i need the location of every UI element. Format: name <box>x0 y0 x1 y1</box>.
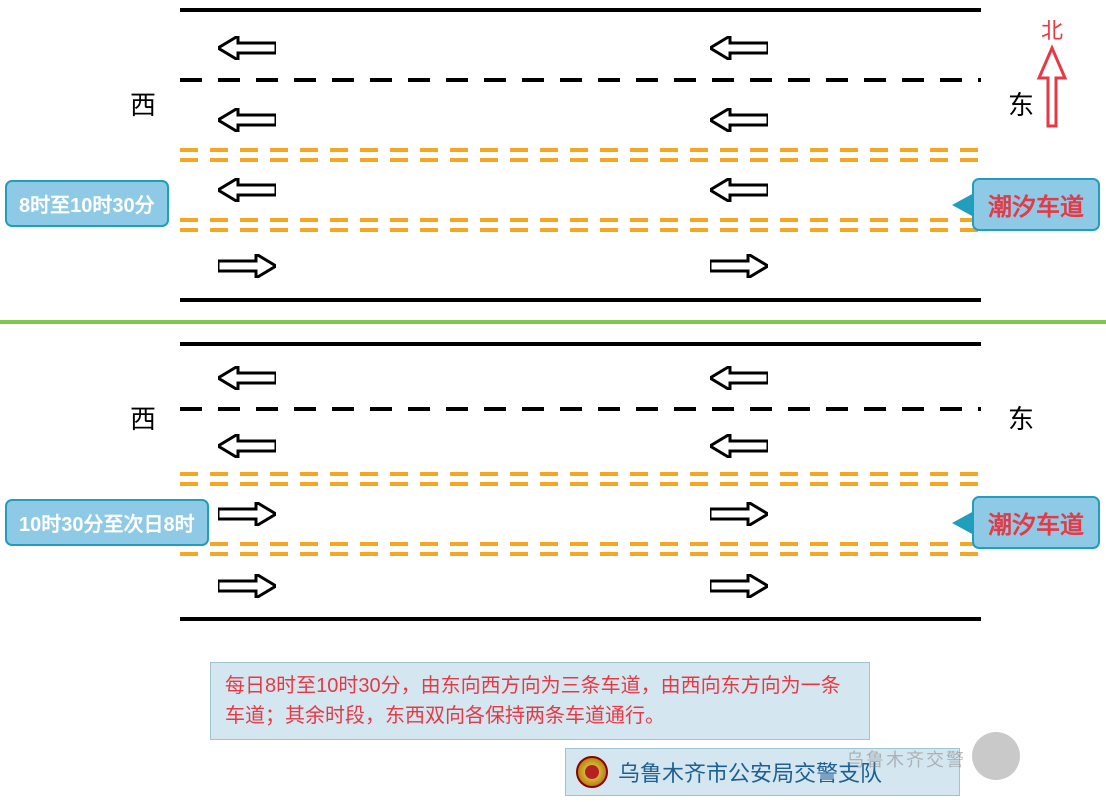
arrow-right-icon <box>218 574 276 598</box>
label-west: 西 <box>130 85 156 122</box>
arrow-left-icon <box>218 434 276 458</box>
arrow-left-icon <box>710 108 768 132</box>
road-edge-bottom <box>180 298 981 302</box>
arrow-right-icon <box>218 254 276 278</box>
arrow-right-icon <box>710 574 768 598</box>
arrow-left-icon <box>710 366 768 390</box>
info-text-box: 每日8时至10时30分，由东向西方向为三条车道，由西向东方向为一条车道；其余时段… <box>210 662 870 740</box>
time-box-other: 10时30分至次日8时 <box>5 499 209 546</box>
police-badge-icon <box>576 756 608 788</box>
arrow-right-icon <box>218 502 276 526</box>
watermark-logo-icon <box>972 732 1020 780</box>
panel-other-hours: 西 东 10时30分至次日8时 潮汐车道 <box>0 324 1106 654</box>
compass-north-icon: 北 <box>1033 20 1071 130</box>
road-edge-top <box>180 342 981 346</box>
arrow-left-icon <box>218 108 276 132</box>
arrow-right-icon <box>710 254 768 278</box>
arrow-left-icon <box>218 366 276 390</box>
tidal-boundary-lower <box>180 542 981 572</box>
arrow-right-icon <box>710 502 768 526</box>
tidal-boundary-upper <box>180 472 981 502</box>
arrow-left-icon <box>710 36 768 60</box>
north-label: 北 <box>1041 20 1063 43</box>
tidal-callout-other: 潮汐车道 <box>972 496 1100 549</box>
time-box-morning: 8时至10时30分 <box>5 180 169 227</box>
lane-dash-center <box>180 407 981 411</box>
tidal-boundary-upper <box>180 148 981 178</box>
panel-morning: 西 东 北 8时至10时30分 潮汐车道 <box>0 0 1106 320</box>
tidal-callout-morning: 潮汐车道 <box>972 178 1100 231</box>
arrow-left-icon <box>218 36 276 60</box>
road-top <box>180 8 981 310</box>
lane-dash-center <box>180 78 981 82</box>
watermark-text: 乌鲁木齐交警 <box>846 746 966 772</box>
tidal-boundary-lower <box>180 218 981 248</box>
label-east: 东 <box>1008 399 1034 436</box>
arrow-left-icon <box>710 178 768 202</box>
arrow-left-icon <box>218 178 276 202</box>
agency-label: 乌鲁木齐市公安局交警支队 <box>618 756 882 788</box>
label-west: 西 <box>130 399 156 436</box>
label-east: 东 <box>1008 85 1034 122</box>
road-edge-bottom <box>180 617 981 621</box>
arrow-left-icon <box>710 434 768 458</box>
road-bottom <box>180 342 981 644</box>
road-edge-top <box>180 8 981 12</box>
